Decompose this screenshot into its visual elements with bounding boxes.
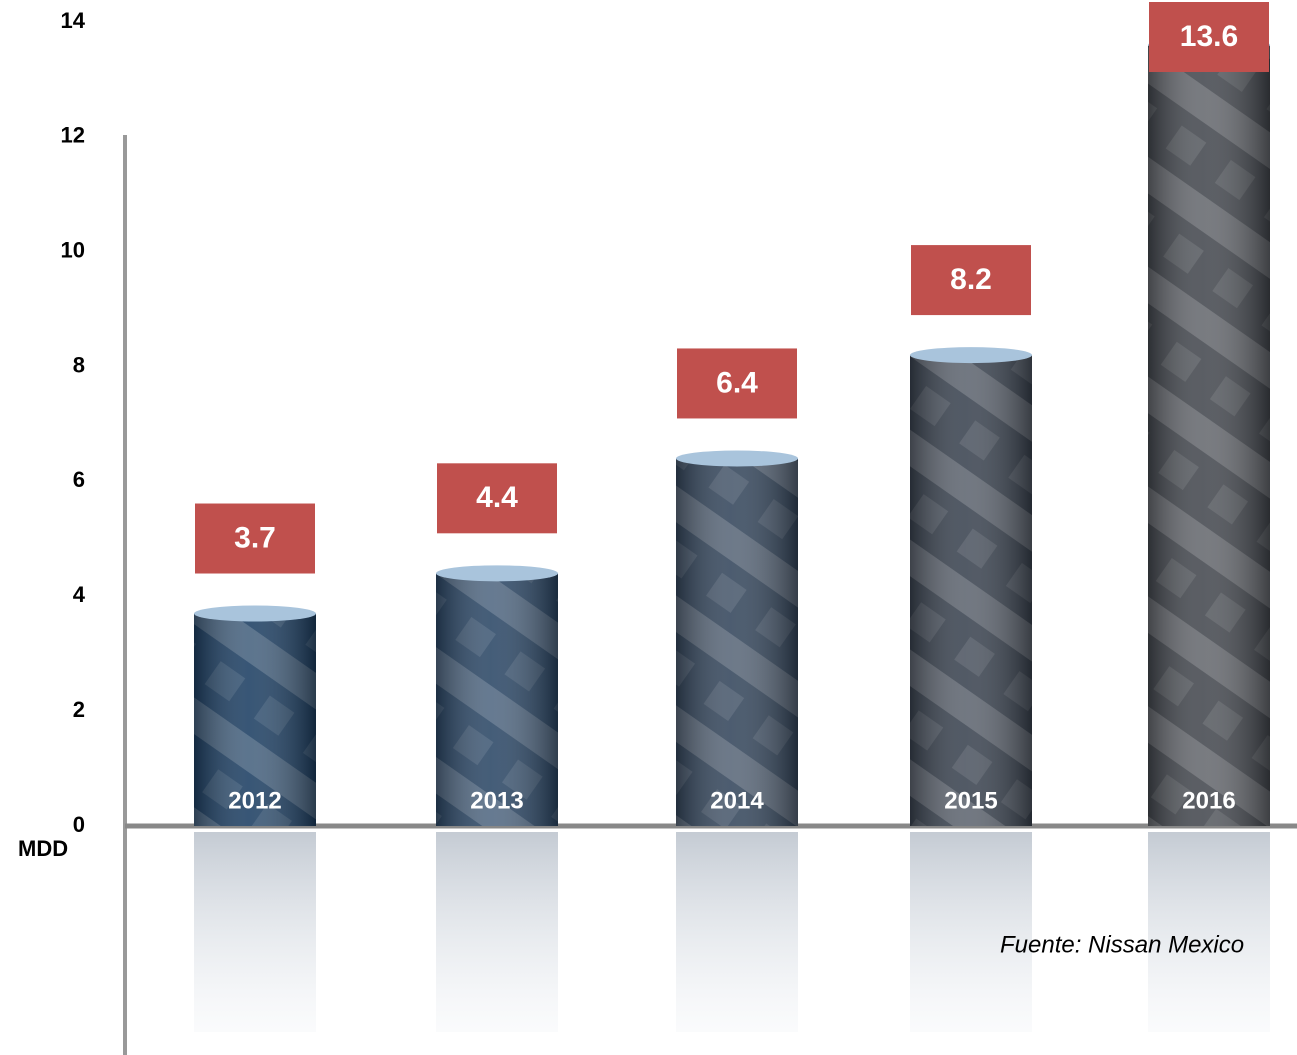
y-tick-label: 4 [73, 582, 86, 607]
bar-shade [910, 355, 1032, 826]
value-label-box [195, 503, 315, 574]
bar-top [910, 347, 1032, 364]
bar-reflection [910, 832, 1032, 1032]
bar-shade [436, 573, 558, 826]
bar-shade [194, 613, 316, 826]
x-tick-label: 2013 [470, 787, 523, 814]
value-label: 13.6 [1180, 20, 1238, 53]
value-label: 4.4 [476, 481, 518, 514]
bar-shade [676, 458, 798, 826]
x-tick-label: 2014 [710, 787, 764, 814]
x-tick-label: 2015 [944, 787, 997, 814]
value-label-box [1149, 2, 1269, 72]
bar-reflection [436, 832, 558, 1032]
value-label-box [437, 463, 557, 534]
bar-reflection [194, 832, 316, 1032]
y-tick-label: 10 [61, 238, 85, 263]
y-tick-label: 6 [73, 467, 85, 492]
bar-top [194, 605, 316, 622]
bar-top [676, 450, 798, 467]
source: Fuente: Nissan Mexico [1000, 931, 1244, 958]
bar-top [436, 565, 558, 582]
value-label-box [677, 348, 797, 419]
y-tick-label: 8 [73, 352, 85, 377]
bar-shade [1148, 44, 1270, 826]
value-label: 3.7 [234, 521, 276, 554]
bar-reflection [1148, 832, 1270, 1032]
y-tick-label: 2 [73, 697, 85, 722]
y-tick-label: 0 [73, 812, 85, 837]
x-tick-label: 2012 [228, 787, 281, 814]
value-label: 8.2 [950, 263, 992, 296]
y-unit: MDD [18, 836, 68, 861]
y-tick-label: 12 [61, 123, 85, 148]
value-label-box [911, 245, 1031, 316]
y-tick-label: 14 [61, 8, 86, 33]
value-label: 6.4 [716, 366, 758, 399]
bar-reflection [676, 832, 798, 1032]
x-tick-label: 2016 [1182, 787, 1235, 814]
